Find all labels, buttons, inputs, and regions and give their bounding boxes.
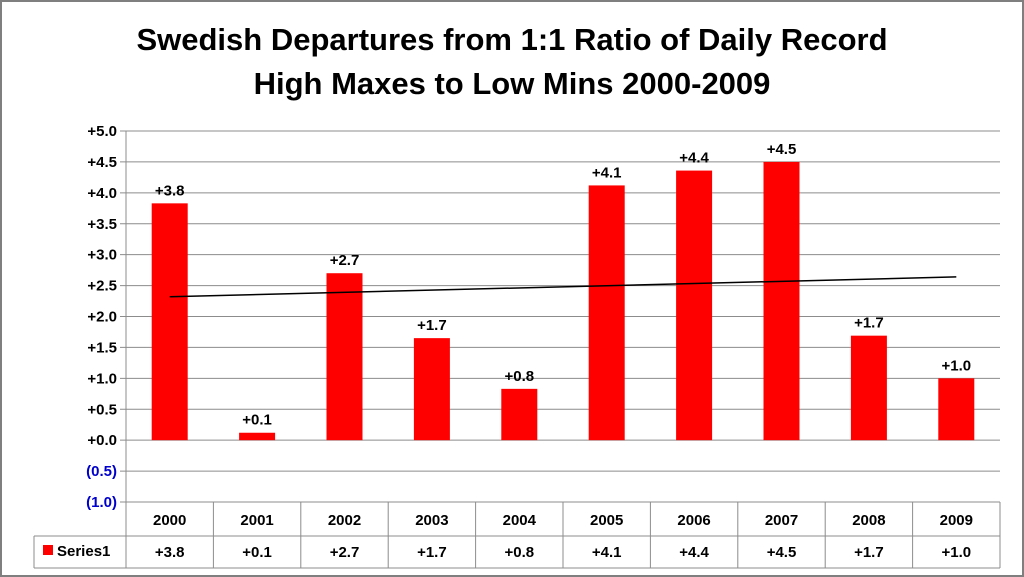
- bar: [850, 335, 887, 441]
- bar: [413, 338, 450, 441]
- data-label: +2.7: [330, 252, 360, 269]
- data-labels: +3.8 +0.1 +2.7 +1.7 +0.8 +4.1 +4.4 +4.5 +1.7 +1.0: [155, 141, 971, 429]
- data-label: +0.1: [242, 412, 272, 429]
- y-tick-label: +4.0: [87, 185, 117, 202]
- bar: [938, 378, 975, 441]
- data-label: +0.8: [504, 368, 534, 385]
- y-tick-label: (1.0): [86, 494, 117, 511]
- chart-title-line-1: Swedish Departures from 1:1 Ratio of Dai…: [136, 22, 888, 57]
- table-value: +4.5: [767, 544, 797, 561]
- legend-key: [43, 545, 53, 555]
- category-label: 2009: [940, 512, 973, 529]
- table-value: +4.4: [679, 544, 709, 561]
- data-label: +1.7: [417, 317, 447, 334]
- data-label: +4.1: [592, 164, 622, 181]
- bar: [151, 203, 188, 441]
- chart-title: Swedish Departures from 1:1 Ratio of Dai…: [0, 18, 1024, 106]
- trendline: [169, 276, 957, 298]
- category-label: 2000: [153, 512, 186, 529]
- chart-title-line-2: High Maxes to Low Mins 2000-2009: [253, 66, 771, 101]
- y-tick-label: +4.5: [87, 154, 117, 171]
- data-table: 2000 +3.8 2001 +0.1 2002 +2.7 2003 +1.7 2004 +0.8…: [33, 502, 1001, 569]
- legend-label: Series1: [57, 543, 110, 560]
- y-tick-label: +0.0: [87, 432, 117, 449]
- bar: [676, 170, 713, 441]
- table-value: +1.7: [417, 544, 447, 561]
- table-value: +0.8: [504, 544, 534, 561]
- y-tick-label: +1.5: [87, 339, 117, 356]
- gridlines: [120, 130, 1000, 568]
- category-label: 2006: [677, 512, 710, 529]
- table-value: +3.8: [155, 544, 185, 561]
- category-label: 2008: [852, 512, 885, 529]
- data-label: +1.7: [854, 315, 884, 332]
- category-label: 2003: [415, 512, 448, 529]
- y-tick-label: +2.0: [87, 309, 117, 326]
- y-tick-label: +2.5: [87, 278, 117, 295]
- bar: [588, 185, 625, 441]
- y-tick-label: (0.5): [86, 463, 117, 480]
- table-value: +1.0: [941, 544, 971, 561]
- trendline-group: [169, 276, 957, 298]
- category-label: 2002: [328, 512, 361, 529]
- table-value: +1.7: [854, 544, 884, 561]
- bar: [501, 388, 538, 441]
- y-tick-label: +1.0: [87, 370, 117, 387]
- bar: [326, 273, 363, 441]
- data-label: +4.4: [679, 150, 709, 167]
- table-value: +4.1: [592, 544, 622, 561]
- y-tick-label: +3.5: [87, 216, 117, 233]
- table-value: +2.7: [330, 544, 360, 561]
- bar: [763, 161, 800, 441]
- bars: [151, 161, 975, 441]
- data-label: +1.0: [941, 357, 971, 374]
- category-label: 2004: [503, 512, 537, 529]
- category-label: 2005: [590, 512, 623, 529]
- data-label: +4.5: [767, 141, 797, 158]
- table-value: +0.1: [242, 544, 272, 561]
- y-tick-label: +3.0: [87, 247, 117, 264]
- y-tick-label: +5.0: [87, 123, 117, 140]
- category-label: 2001: [240, 512, 273, 529]
- y-axis-tick-labels: +5.0 +4.5 +4.0 +3.5 +3.0 +2.5 +2.0 +1.5 +1.0 +0.5…: [86, 123, 117, 511]
- category-label: 2007: [765, 512, 798, 529]
- y-tick-label: +0.5: [87, 401, 117, 418]
- bar: [239, 432, 276, 441]
- data-label: +3.8: [155, 182, 185, 199]
